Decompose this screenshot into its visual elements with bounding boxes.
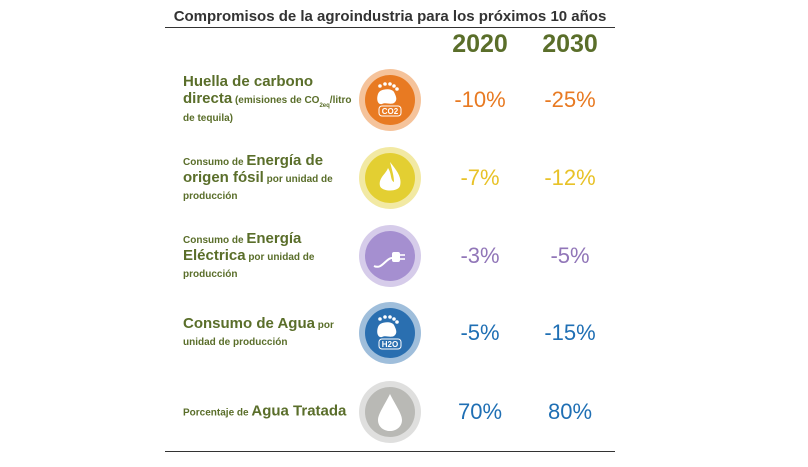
value: -5% — [550, 243, 590, 268]
toe — [388, 82, 392, 86]
foot — [377, 322, 397, 338]
value: -12% — [544, 165, 596, 190]
icon-glyph: CO2 — [377, 82, 402, 117]
label-part: Consumo de — [183, 156, 247, 168]
label-part: (emisiones de CO — [232, 94, 320, 106]
label-part: Porcentaje de — [183, 407, 252, 419]
label-part: por unidad de producción — [183, 251, 315, 280]
foot — [377, 89, 397, 105]
label-part: Consumo de — [183, 234, 247, 246]
label-part: /litro de tequila) — [183, 94, 352, 125]
label-part: Agua Tratada — [251, 402, 347, 420]
toe — [395, 320, 399, 324]
badge — [378, 338, 402, 350]
drop — [378, 394, 402, 431]
value: -7% — [460, 165, 500, 190]
cable — [373, 257, 393, 268]
value: -10% — [454, 87, 506, 112]
label-part: Huella de carbono directa — [183, 72, 314, 107]
label-part: Consumo de Agua — [183, 315, 315, 333]
badge — [378, 105, 402, 117]
value: 80% — [547, 399, 593, 424]
toe — [378, 84, 382, 88]
toe — [392, 84, 396, 88]
toe — [392, 317, 396, 321]
bottom-rule — [165, 451, 615, 452]
row-label: Porcentaje de Agua Tratada — [183, 402, 355, 421]
row-label: Huella de carbono directa (emisiones de … — [183, 74, 355, 126]
label-part: por unidad de producción — [183, 320, 334, 348]
label-part: Energía de origen fósil — [183, 151, 324, 186]
icon-glyph — [373, 252, 405, 268]
icon-disc — [365, 231, 415, 281]
icon-text: H2O — [382, 340, 398, 349]
value: -25% — [544, 87, 596, 112]
row-label: Consumo de Agua por unidad de producción — [183, 316, 355, 350]
column-header: 2020 — [452, 30, 508, 58]
row-label: Consumo de Energía de origen fósil por u… — [183, 151, 355, 203]
value: -15% — [544, 320, 596, 345]
toe — [395, 87, 399, 91]
title-underline — [165, 27, 615, 28]
row-label: Consumo de Energía Eléctrica por unidad … — [183, 229, 355, 281]
icon-glyph — [378, 394, 402, 431]
toe — [388, 315, 392, 319]
icon-glyph — [379, 162, 401, 191]
value: -3% — [460, 243, 500, 268]
icon — [359, 381, 421, 443]
icon-glyph: H2O — [377, 315, 402, 350]
toe — [383, 315, 387, 319]
plug-body — [392, 252, 400, 262]
icon — [359, 225, 421, 287]
icon-text: CO2 — [382, 107, 399, 116]
icon: H2O — [359, 302, 421, 364]
title: Compromisos de la agroindustria para los… — [173, 8, 607, 25]
label-part: Energía Eléctrica — [183, 229, 302, 264]
column-header: 2030 — [542, 30, 598, 58]
label-part: 2eq — [319, 102, 330, 109]
icon: CO2 — [359, 69, 421, 131]
toe — [383, 82, 387, 86]
flame — [379, 162, 401, 191]
value: -5% — [460, 320, 500, 345]
value: 70% — [457, 399, 503, 424]
toe — [378, 317, 382, 321]
label-part: por unidad de producción — [183, 173, 333, 202]
icon — [359, 147, 421, 209]
